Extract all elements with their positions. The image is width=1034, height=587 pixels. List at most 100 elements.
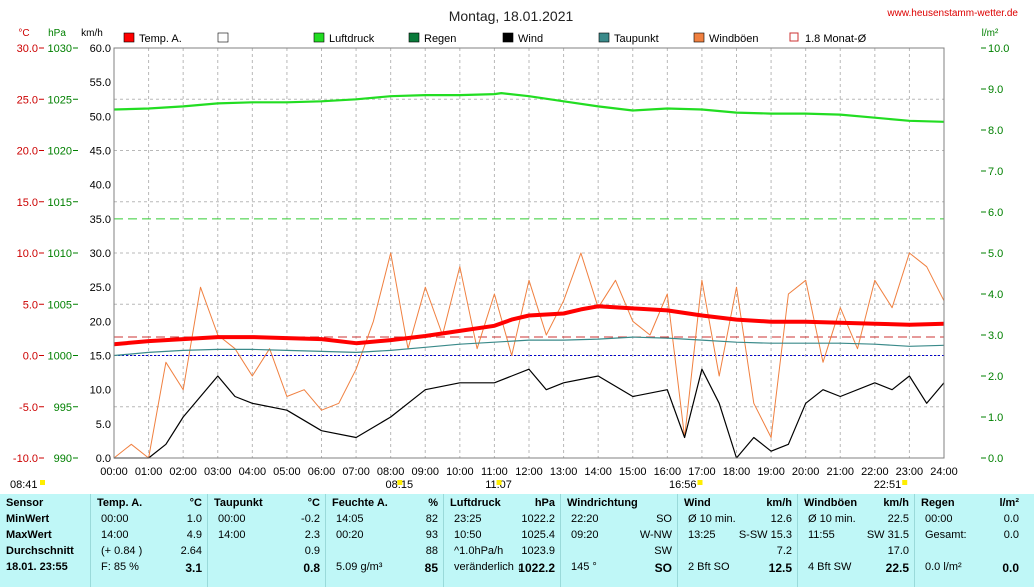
cell-detail: 145 ° [571, 561, 597, 573]
time-tick-label: 22:00 [861, 466, 889, 478]
cell-value: 4.9 [186, 529, 202, 541]
cell-value: -0.2 [301, 513, 320, 525]
row-label-sensor: Sensor [6, 497, 44, 509]
cell-detail: Gesamt: [925, 529, 967, 541]
cell-value: 0.0 [1003, 529, 1019, 541]
table-column: Regen l/m² 00:00 0.0 Gesamt: 0.0 0.0 l/m² 0.0 [914, 494, 1025, 587]
cell-detail: 4 Bft SW [808, 561, 852, 573]
rain-tick-label: 6.0 [988, 207, 1003, 219]
wind-tick-label: 60.0 [90, 43, 111, 55]
column-unit: l/m² [999, 497, 1019, 509]
wind-tick-label: 55.0 [90, 77, 111, 89]
cell-value: 88 [425, 545, 438, 557]
time-tick-label: 00:00 [100, 466, 128, 478]
legend-label-wind: Wind [518, 33, 543, 45]
time-tick-label: 18:00 [723, 466, 751, 478]
wind-tick-label: 0.0 [96, 453, 111, 465]
wind-tick-label: 30.0 [90, 248, 111, 260]
temp-tick-label: 15.0 [17, 197, 38, 209]
gust-series [113, 252, 945, 459]
time-tick-label: 02:00 [169, 466, 197, 478]
cell-value: 1023.9 [521, 545, 555, 557]
temp-tick-label: 30.0 [17, 43, 38, 55]
cell-value: 3.1 [185, 561, 202, 575]
legend-label-dewpoint: Taupunkt [614, 33, 659, 45]
plot-frame [113, 47, 945, 459]
rain-unit-label: l/m² [982, 28, 999, 39]
table-column: Luftdruck hPa 23:25 1022.2 10:50 1025.4 ^1.0hP… [443, 494, 561, 587]
time-marker-label: 08:41 [10, 479, 38, 491]
cell-detail: 00:00 [925, 513, 953, 525]
pressure-tick-label: 1000 [48, 351, 72, 363]
legend-label-rain: Regen [424, 33, 456, 45]
cell-detail: 09:20 [571, 529, 599, 541]
time-tick-label: 08:00 [377, 466, 405, 478]
time-tick-label: 04:00 [239, 466, 267, 478]
legend-label-avg: 1.8 Monat-Ø [805, 33, 867, 45]
wind-unit-label: km/h [81, 28, 103, 39]
time-tick-label: 16:00 [654, 466, 682, 478]
temp-tick-label: 5.0 [23, 299, 38, 311]
chart-tick-labels: 30.0 25.0 20.0 15.0 10.0 5.0 0.0 -5.0 -10.0 1030 1… [13, 43, 1010, 478]
rain-tick-label: 0.0 [988, 453, 1003, 465]
time-marker-dot [496, 480, 502, 485]
time-tick-label: 23:00 [896, 466, 924, 478]
cell-value: 1022.2 [521, 513, 555, 525]
wind-tick-label: 10.0 [90, 385, 111, 397]
row-label-min: MinWert [6, 513, 50, 525]
cell-detail: 5.09 g/m³ [336, 561, 383, 573]
cell-value: SW 31.5 [866, 529, 909, 541]
time-tick-label: 15:00 [619, 466, 647, 478]
cell-value: 0.0 [1003, 513, 1019, 525]
website-label: www.heusenstamm-wetter.de [886, 8, 1018, 19]
temp-tick-label: 0.0 [23, 351, 38, 363]
pressure-series [113, 91, 945, 123]
column-unit: °C [307, 497, 320, 509]
legend-swatch-temp [123, 32, 135, 43]
legend-swatch-rain [408, 32, 420, 43]
table-column: Wind km/h Ø 10 min. 12.6 13:25 S-SW 15.3 7.2 2 … [677, 494, 798, 587]
cell-detail: F: 85 % [101, 561, 139, 573]
cell-detail: (+ 0.84 ) [101, 545, 143, 557]
pressure-tick-label: 1025 [48, 94, 72, 106]
time-marker-dot [397, 480, 403, 485]
column-unit: % [428, 497, 438, 509]
table-column: Taupunkt °C 00:00 -0.2 14:00 2.3 0.9 0.8 [207, 494, 326, 587]
cell-value: 2.64 [180, 545, 202, 557]
pressure-tick-label: 995 [54, 402, 72, 414]
time-tick-label: 09:00 [411, 466, 439, 478]
row-label-average: Durchschnitt [6, 545, 74, 557]
dewpoint-series [113, 336, 945, 357]
column-unit: km/h [766, 497, 792, 509]
column-header: Taupunkt [214, 497, 263, 509]
rain-tick-label: 3.0 [988, 330, 1003, 342]
cell-detail: ^1.0hPa/h [454, 545, 504, 557]
rain-tick-label: 10.0 [988, 43, 1009, 55]
wind-series [114, 368, 945, 459]
rain-tick-label: 2.0 [988, 371, 1003, 383]
time-tick-label: 12:00 [515, 466, 543, 478]
temp-tick-label: 10.0 [17, 248, 38, 260]
legend-swatch-dewpoint [598, 32, 610, 43]
wind-tick-label: 20.0 [90, 316, 111, 328]
legend-label-temp: Temp. A. [139, 33, 182, 45]
pressure-unit-label: hPa [48, 28, 66, 39]
wind-tick-label: 45.0 [90, 146, 111, 158]
temp-tick-label: 20.0 [17, 146, 38, 158]
temp-tick-label: -10.0 [13, 453, 38, 465]
time-tick-label: 11:00 [481, 466, 508, 478]
column-unit: hPa [534, 497, 555, 509]
cell-value: 12.6 [770, 513, 792, 525]
cell-detail: 00:20 [336, 529, 364, 541]
column-header: Wind [684, 497, 711, 509]
table-column: Windböen km/h Ø 10 min. 22.5 11:55 SW 31.5 17.… [797, 494, 915, 587]
wind-tick-label: 5.0 [96, 419, 111, 431]
temp-tick-label: -5.0 [19, 402, 38, 414]
rain-tick-label: 4.0 [988, 289, 1003, 301]
temperature-series [113, 304, 945, 347]
column-header: Windböen [804, 497, 858, 509]
cell-value: 22.5 [885, 561, 909, 575]
time-marker-dot [697, 480, 703, 485]
cell-value: 22.5 [887, 513, 909, 525]
